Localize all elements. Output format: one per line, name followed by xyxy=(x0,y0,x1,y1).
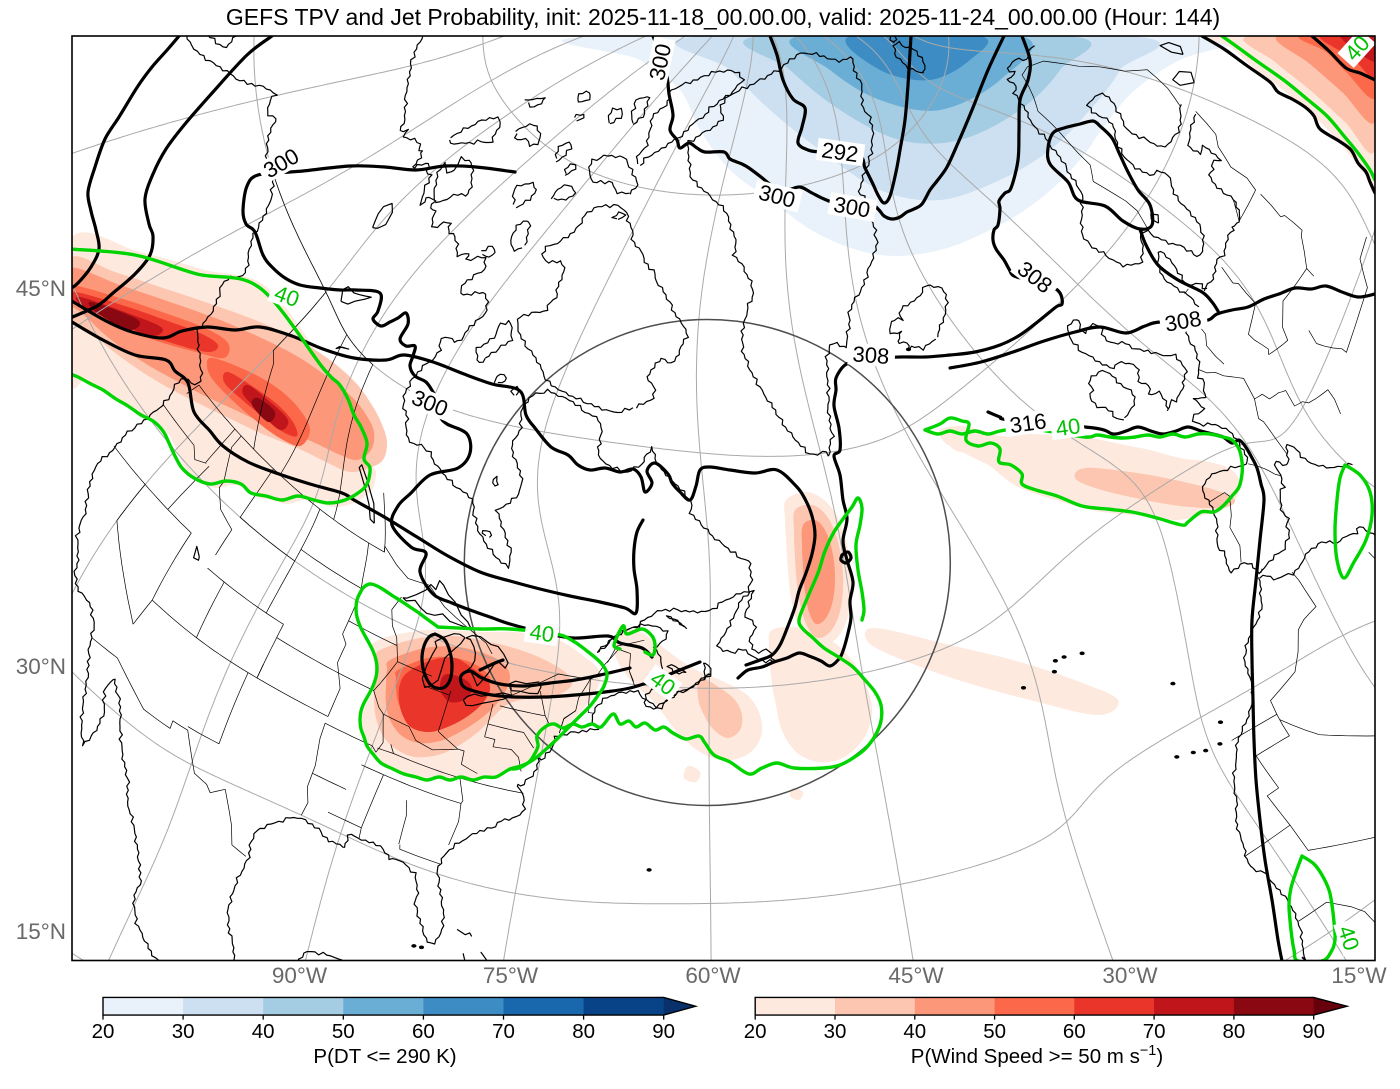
svg-text:80: 80 xyxy=(572,1020,595,1043)
svg-text:30: 30 xyxy=(172,1020,195,1043)
svg-text:15°W: 15°W xyxy=(1331,963,1387,988)
svg-text:90°W: 90°W xyxy=(272,963,328,988)
svg-text:60°W: 60°W xyxy=(685,963,741,988)
svg-text:P(DT <= 290 K): P(DT <= 290 K) xyxy=(313,1045,456,1068)
svg-text:P(Wind Speed >= 50 m s−1): P(Wind Speed >= 50 m s−1) xyxy=(911,1043,1163,1068)
svg-text:30°N: 30°N xyxy=(16,654,66,679)
svg-text:80: 80 xyxy=(1222,1020,1245,1043)
svg-text:40: 40 xyxy=(252,1020,275,1043)
svg-text:40: 40 xyxy=(1054,413,1082,441)
svg-text:90: 90 xyxy=(1302,1020,1325,1043)
svg-text:70: 70 xyxy=(492,1020,515,1043)
svg-text:316: 316 xyxy=(1008,408,1048,438)
svg-text:30°W: 30°W xyxy=(1102,963,1158,988)
svg-text:40: 40 xyxy=(903,1020,926,1043)
svg-text:60: 60 xyxy=(412,1020,435,1043)
svg-text:20: 20 xyxy=(92,1020,115,1043)
svg-text:70: 70 xyxy=(1143,1020,1166,1043)
svg-text:90: 90 xyxy=(652,1020,675,1043)
svg-text:292: 292 xyxy=(820,137,860,167)
svg-text:15°N: 15°N xyxy=(16,919,66,944)
svg-text:40: 40 xyxy=(528,619,556,647)
svg-text:50: 50 xyxy=(983,1020,1006,1043)
svg-text:GEFS TPV and Jet Probability,: GEFS TPV and Jet Probability, init: 2025… xyxy=(226,4,1220,30)
svg-text:30: 30 xyxy=(824,1020,847,1043)
svg-text:75°W: 75°W xyxy=(483,963,539,988)
svg-text:308: 308 xyxy=(852,341,890,369)
svg-text:60: 60 xyxy=(1063,1020,1086,1043)
svg-text:45°N: 45°N xyxy=(16,276,66,301)
svg-text:20: 20 xyxy=(744,1020,767,1043)
svg-text:50: 50 xyxy=(332,1020,355,1043)
svg-text:45°W: 45°W xyxy=(888,963,944,988)
